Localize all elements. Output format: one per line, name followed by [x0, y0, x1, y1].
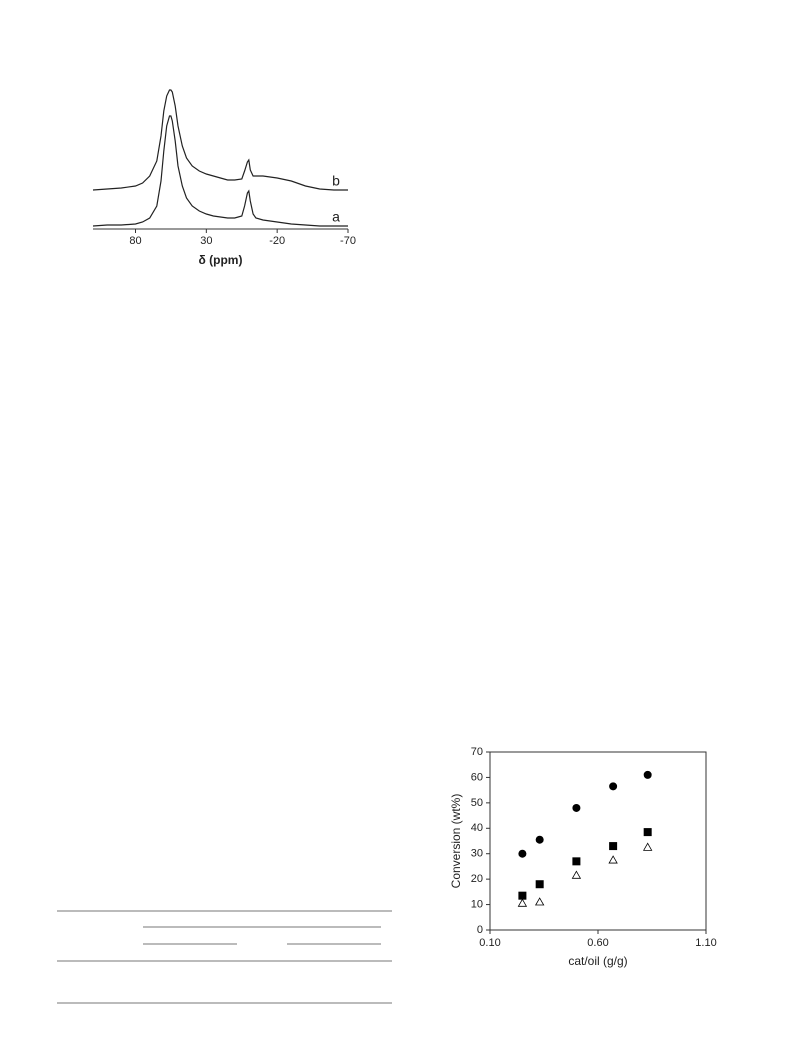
x-tick-label: 1.10 — [695, 937, 716, 949]
y-tick-label: 0 — [477, 924, 483, 936]
plot-frame — [489, 751, 707, 931]
table-rules — [57, 910, 392, 1004]
x-axis-label: cat/oil (g/g) — [568, 954, 627, 968]
marker-triangle — [517, 898, 528, 907]
x-tick-label: -70 — [340, 235, 356, 247]
x-axis-label: δ (ppm) — [199, 253, 243, 267]
marker-square — [609, 842, 618, 851]
y-tick-label: 40 — [471, 822, 483, 834]
marker-circle — [535, 835, 544, 844]
series-label: b — [332, 173, 340, 189]
marker-circle — [609, 782, 618, 791]
marker-triangle — [608, 855, 618, 864]
x-tick-label: 30 — [200, 235, 212, 247]
y-tick-label: 50 — [471, 797, 483, 809]
marker-circle — [518, 849, 527, 858]
y-tick-label: 60 — [471, 771, 483, 783]
marker-square — [518, 891, 527, 900]
marker-square — [535, 880, 544, 889]
marker-triangle — [571, 870, 582, 879]
x-tick-label: -20 — [269, 235, 285, 247]
marker-circle — [572, 803, 581, 812]
x-tick-label: 0.60 — [587, 937, 608, 949]
y-tick-label: 70 — [471, 746, 483, 758]
y-tick-label: 20 — [471, 873, 483, 885]
series-label: a — [332, 209, 340, 225]
marker-triangle — [642, 842, 653, 851]
spectrum-line — [92, 89, 348, 191]
y-tick-label: 30 — [471, 848, 483, 860]
marker-triangle — [534, 897, 545, 906]
x-tick-label: 80 — [129, 235, 141, 247]
y-tick-label: 10 — [471, 898, 483, 910]
y-axis-label: Conversion (wt%) — [449, 794, 463, 889]
spectrum-line — [92, 115, 348, 227]
marker-circle — [643, 770, 652, 779]
x-tick-label: 0.10 — [479, 937, 500, 949]
marker-square — [643, 828, 652, 837]
marker-square — [572, 857, 581, 866]
